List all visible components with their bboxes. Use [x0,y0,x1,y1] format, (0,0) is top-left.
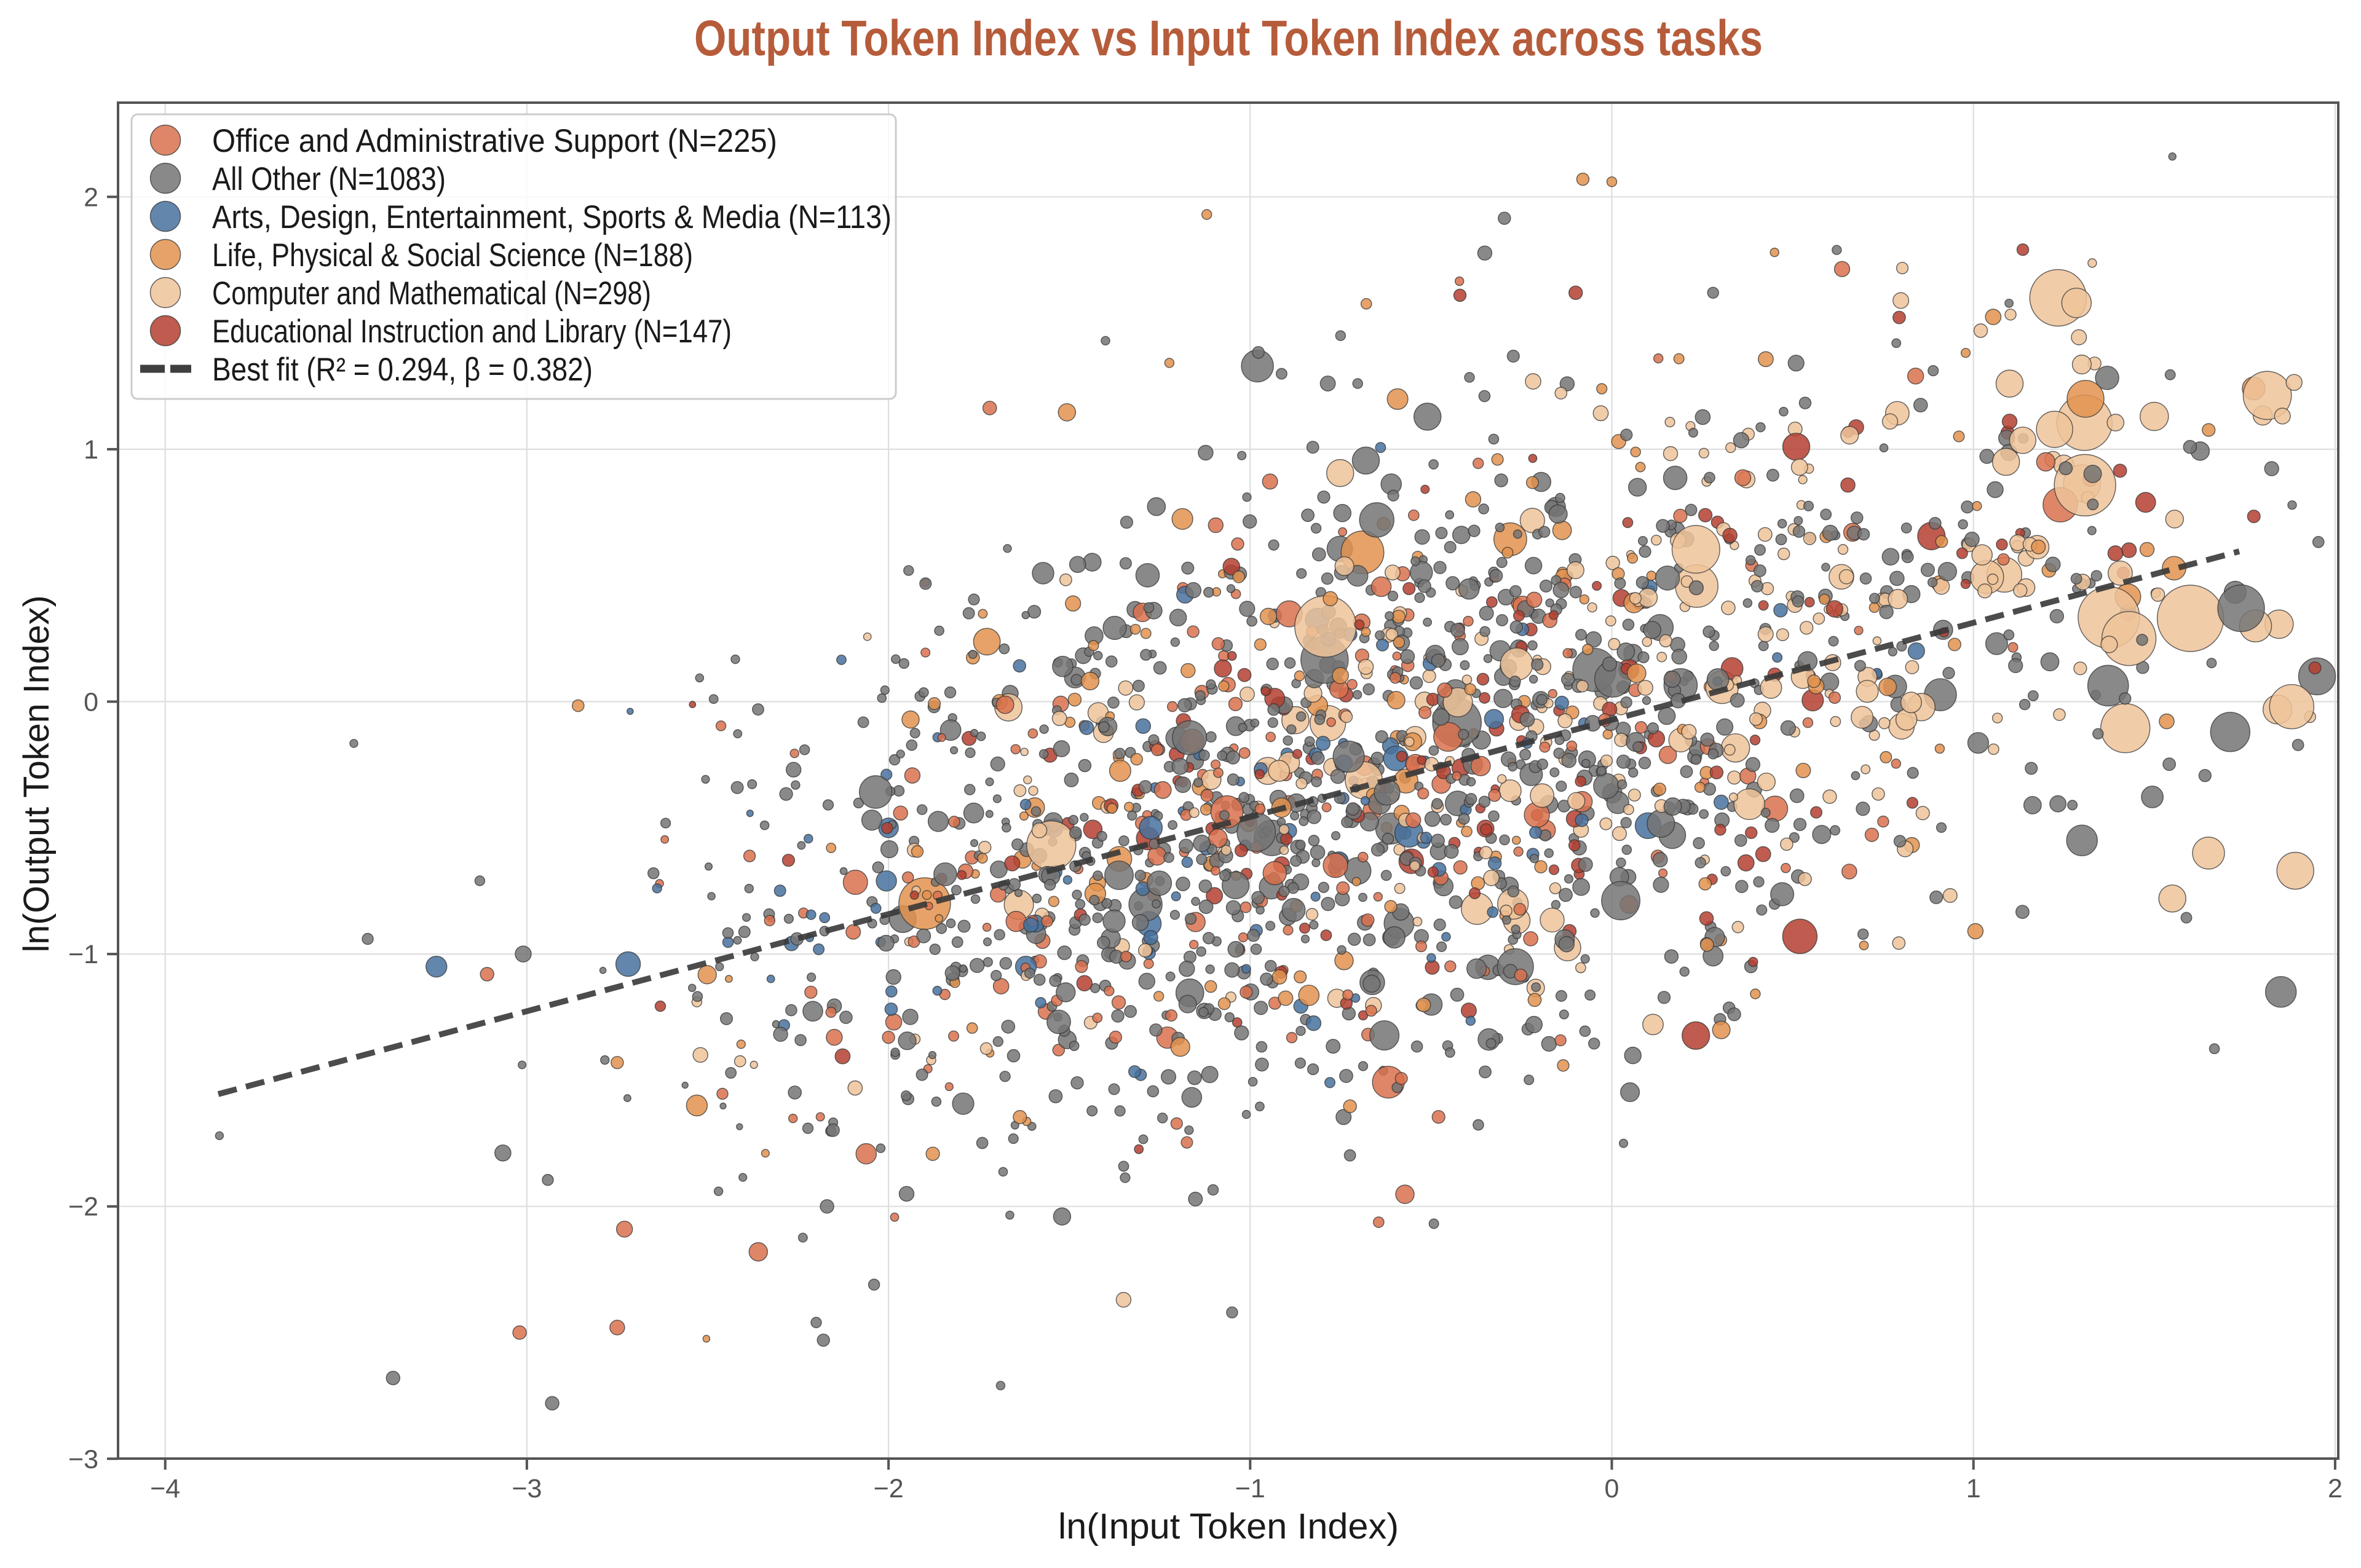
svg-text:2: 2 [84,183,98,212]
svg-text:Educational Instruction and Li: Educational Instruction and Library (N=1… [212,313,732,350]
svg-text:0: 0 [1605,1474,1619,1503]
svg-text:2: 2 [2328,1474,2343,1503]
svg-text:ln(Input Token Index): ln(Input Token Index) [1058,1507,1399,1546]
svg-text:Best fit (R² = 0.294, β = 0.38: Best fit (R² = 0.294, β = 0.382) [212,352,593,388]
svg-text:−3: −3 [68,1444,98,1474]
svg-text:Life, Physical & Social Scienc: Life, Physical & Social Science (N=188) [212,237,693,274]
svg-text:1: 1 [84,435,98,465]
svg-text:−3: −3 [512,1474,542,1503]
svg-text:All Other (N=1083): All Other (N=1083) [212,161,446,197]
svg-text:ln(Output Token Index): ln(Output Token Index) [17,596,57,953]
svg-text:Output Token Index vs Input To: Output Token Index vs Input Token Index … [694,10,1763,66]
svg-text:−4: −4 [150,1474,180,1503]
svg-text:Computer and Mathematical (N=2: Computer and Mathematical (N=298) [212,275,651,312]
svg-text:−1: −1 [1235,1474,1265,1503]
svg-text:Arts, Design, Entertainment, S: Arts, Design, Entertainment, Sports & Me… [212,199,892,235]
svg-text:1: 1 [1966,1474,1981,1503]
svg-text:−2: −2 [874,1474,904,1503]
svg-text:Office and Administrative Supp: Office and Administrative Support (N=225… [212,123,777,159]
svg-text:0: 0 [84,688,98,717]
svg-text:−2: −2 [68,1192,98,1222]
svg-text:−1: −1 [68,940,98,969]
